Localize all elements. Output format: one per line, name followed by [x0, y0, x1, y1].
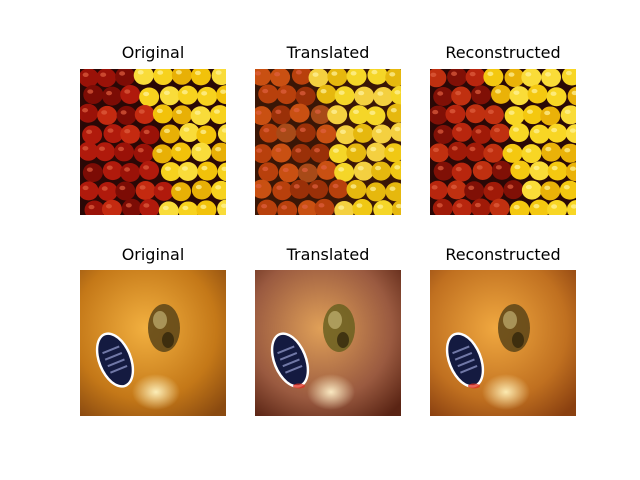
fruit-grid-photo [430, 69, 576, 215]
fruit-closeup-photo [80, 270, 226, 416]
fruit-closeup-image-original [80, 270, 226, 416]
fruit-grid-photo [255, 69, 401, 215]
fruit-closeup-image-translated [255, 270, 401, 416]
panel-title-translated: Translated [286, 43, 370, 62]
fruit-grid-photo [80, 69, 226, 215]
panel-title-original: Original [121, 245, 185, 264]
fruit-grid-image-original [80, 69, 226, 215]
fruit-closeup-image-reconstructed [430, 270, 576, 416]
fruit-closeup-photo [255, 270, 401, 416]
fruit-closeup-photo [430, 270, 576, 416]
panel-title-reconstructed: Reconstructed [445, 43, 561, 62]
panel-title-translated: Translated [286, 245, 370, 264]
panel-title-original: Original [121, 43, 185, 62]
fruit-grid-image-reconstructed [430, 69, 576, 215]
panel-title-reconstructed: Reconstructed [445, 245, 561, 264]
fruit-grid-image-translated [255, 69, 401, 215]
